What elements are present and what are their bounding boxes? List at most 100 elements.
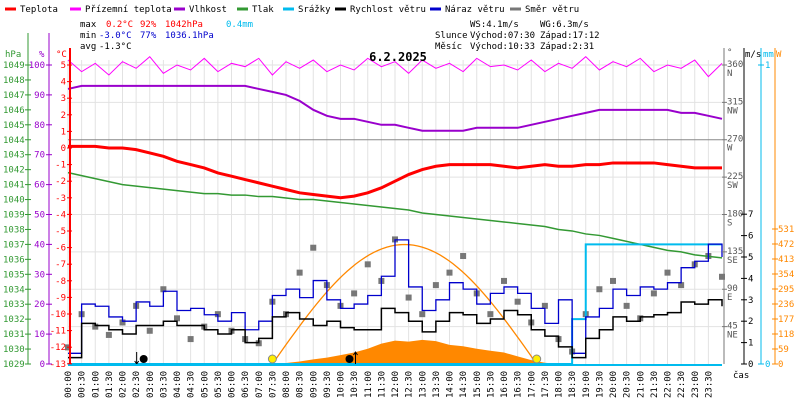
x-tick-label: 03:00	[146, 371, 156, 398]
w-tick-label: 59	[778, 345, 789, 355]
pct-tick-label: 70	[34, 151, 45, 161]
pct-tick-label: 100	[29, 61, 45, 71]
w-tick-label: 118	[778, 330, 794, 340]
x-tick-label: 06:30	[241, 371, 251, 398]
x-tick-label: 00:00	[64, 371, 74, 398]
wind-direction-point	[419, 311, 426, 318]
hpa-tick-label: 1029	[3, 360, 25, 370]
deg-tick-dir: NW	[727, 106, 738, 116]
deg-tick-label: 360	[727, 60, 743, 70]
hpa-tick-label: 1048	[3, 76, 25, 86]
hpa-tick-label: 1034	[3, 285, 25, 295]
wind-gust-line	[68, 239, 723, 354]
deg-tick-label: 90	[727, 284, 738, 294]
deg-tick-label: 45	[727, 322, 738, 332]
x-tick-label: 02:30	[132, 371, 142, 398]
stats-moon-label: Měsíc	[435, 42, 462, 52]
x-tick-label: 07:30	[268, 371, 278, 398]
stats: max 0.2°C 92% 1042hPa 0.4mm min -3.0°C 7…	[80, 20, 600, 52]
wind-direction-point	[610, 277, 616, 284]
pressure-line	[67, 171, 723, 259]
hpa-tick-label: 1043	[3, 151, 25, 161]
x-tick-label: 16:30	[514, 371, 524, 398]
hpa-tick-label: 1049	[3, 61, 25, 71]
pct-tick-label: 10	[34, 330, 45, 340]
moonrise-arrow-icon	[353, 351, 358, 364]
wind-direction-point	[719, 273, 725, 280]
wind-direction-point	[623, 302, 630, 309]
x-tick-label: 01:00	[91, 371, 101, 398]
deg-tick-dir: SE	[727, 256, 738, 266]
pct-tick-label: 80	[34, 121, 45, 131]
legend-tlak: Tlak	[252, 5, 274, 15]
temp-tick-label: 4	[61, 78, 66, 88]
hpa-tick-label: 1035	[3, 270, 25, 280]
x-tick-label: 07:00	[255, 371, 265, 398]
legend-rychlost-vetru: Rychlost větru	[350, 5, 426, 15]
wind-direction-point	[678, 282, 685, 289]
stats-max-hum: 92%	[140, 20, 157, 30]
x-tick-label: 09:00	[309, 371, 319, 398]
legend-naraz-vetru: Náraz větru	[445, 5, 505, 15]
axis-unit-deg: °	[727, 48, 732, 58]
x-tick-label: 22:00	[664, 371, 674, 398]
ms-tick-label: 6	[748, 232, 753, 242]
mm-tick-label: 0	[765, 360, 770, 370]
stats-min-label: min	[80, 31, 96, 41]
hpa-tick-label: 1046	[3, 106, 25, 116]
hpa-tick-label: 1041	[3, 181, 25, 191]
legend-smer-vetru: Směr větru	[525, 5, 579, 15]
w-tick-label: 177	[778, 315, 794, 325]
temp-tick-label: 3	[61, 94, 66, 104]
axes: 1049104810471046104510441043104210411040…	[3, 33, 794, 398]
stats-moon-set: Západ:2:31	[540, 42, 594, 52]
x-tick-label: 05:00	[200, 371, 210, 398]
temp-tick-label: -4	[55, 210, 66, 220]
temp-tick-label: 5	[61, 61, 66, 71]
axis-unit-time: čas	[733, 370, 749, 381]
w-tick-label: 354	[778, 270, 794, 280]
pct-tick-label: 60	[34, 181, 45, 191]
legend-vlhkost: Vlhkost	[189, 5, 227, 15]
stats-min-press: 1036.1hPa	[165, 31, 214, 41]
x-tick-label: 08:00	[282, 371, 292, 398]
wind-direction-point	[160, 286, 167, 293]
wind-direction-point	[92, 323, 99, 330]
wind-direction-point	[296, 269, 303, 276]
x-tick-label: 22:30	[677, 371, 687, 398]
wind-direction-point	[146, 327, 153, 334]
wind-speed-line	[68, 299, 723, 359]
deg-tick-dir: E	[727, 293, 732, 303]
temp-tick-label: -11	[50, 327, 66, 337]
w-tick-label: 295	[778, 285, 794, 295]
x-tick-label: 01:30	[105, 371, 115, 398]
moonset-marker	[139, 355, 148, 363]
wind-direction-point	[432, 282, 439, 289]
w-tick-label: 236	[778, 300, 794, 310]
deg-tick-dir: S	[727, 218, 732, 228]
pct-tick-label: 20	[34, 300, 45, 310]
x-tick-label: 12:00	[391, 371, 401, 398]
x-tick-label: 15:30	[486, 371, 496, 398]
wind-direction-point	[501, 277, 507, 284]
temp-tick-label: -7	[55, 260, 66, 270]
x-tick-label: 21:30	[650, 371, 660, 398]
axis-unit-temp: °C	[56, 50, 67, 60]
temp-tick-label: -10	[50, 310, 66, 320]
axis-unit-mm: mm	[763, 50, 774, 60]
wind-direction-point	[596, 286, 603, 293]
w-tick-label: 472	[778, 240, 794, 250]
axis-unit-hpa: hPa	[5, 50, 21, 60]
deg-tick-label: 270	[727, 135, 743, 145]
x-tick-label: 08:30	[296, 371, 306, 398]
hpa-tick-label: 1031	[3, 330, 25, 340]
x-tick-label: 20:00	[609, 371, 619, 398]
stats-min-temp: -3.0°C	[99, 31, 132, 41]
stats-wg: WG:6.3m/s	[540, 20, 589, 30]
x-tick-label: 14:00	[446, 371, 456, 398]
deg-tick-dir: W	[727, 144, 733, 154]
axis-unit-pct: %	[39, 50, 45, 60]
deg-tick-label: 135	[727, 247, 743, 257]
x-tick-label: 04:00	[173, 371, 183, 398]
legend-prizemni-teplota: Přízemní teplota	[85, 5, 172, 15]
